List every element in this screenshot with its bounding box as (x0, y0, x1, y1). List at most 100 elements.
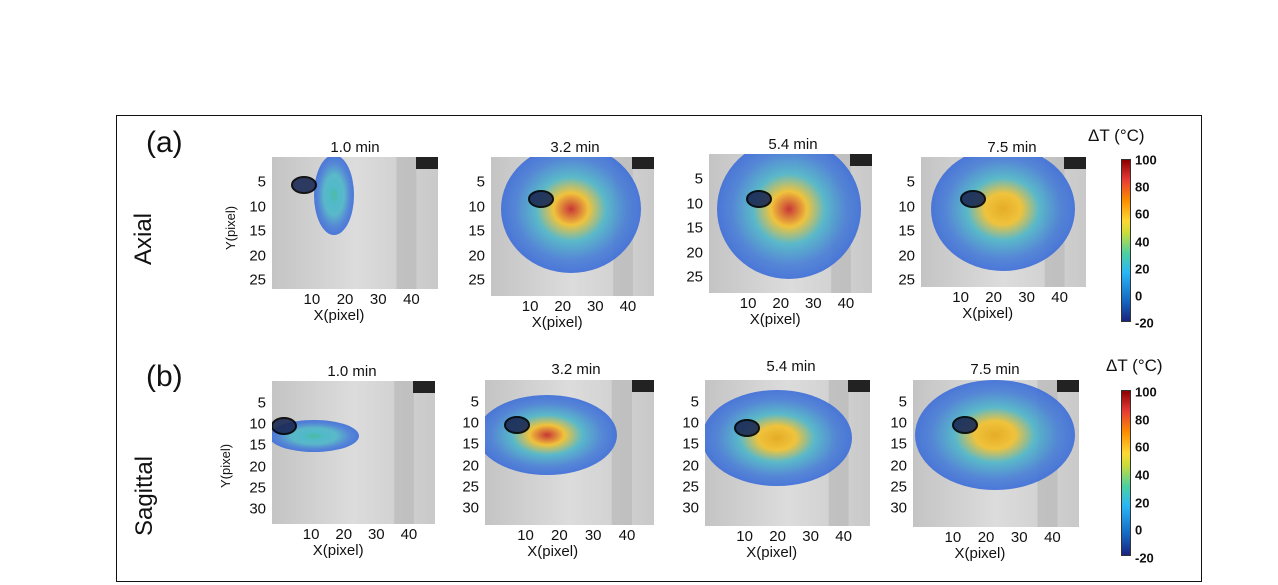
axial-title-2: 3.2 min (550, 139, 600, 156)
sagittal-title-3: 5.4 min (766, 358, 816, 375)
sagittal-title-1: 1.0 min (327, 363, 377, 380)
sagittal-ylabel: Y(pixel) (218, 443, 233, 488)
axial-xtick: 30 (369, 291, 387, 308)
colorbar-sagittal-tick: 100 (1135, 384, 1157, 400)
sagittal-xtick: 40 (618, 527, 636, 544)
sagittal-ytick: 20 (682, 457, 699, 475)
colorbar-axial (1121, 159, 1131, 322)
sagittal-ytick: 10 (462, 414, 479, 432)
axial-panel-2 (491, 157, 654, 296)
sagittal-xtick: 10 (736, 528, 753, 545)
colorbar-sagittal-tick: -20 (1135, 550, 1154, 566)
sagittal-xtick: 30 (1010, 529, 1028, 546)
sagittal-xlabel-2: X(pixel) (527, 543, 579, 560)
sagittal-xtick: 20 (977, 529, 995, 546)
sagittal-ytick: 25 (890, 478, 907, 496)
axial-heatmap-2 (491, 157, 654, 296)
sagittal-xtick: 30 (802, 528, 819, 545)
sagittal-ytick: 5 (898, 393, 907, 411)
sagittal-xlabel-4: X(pixel) (954, 545, 1006, 562)
colorbar-sagittal-tick: 20 (1135, 495, 1150, 511)
panel-label-a: (a) (146, 126, 183, 159)
axial-xlabel-1: X(pixel) (313, 307, 365, 324)
sagittal-xlabel-1: X(pixel) (312, 542, 364, 559)
colorbar-axial-tick: -20 (1135, 315, 1154, 331)
sagittal-ytick: 30 (462, 499, 479, 517)
axial-xtick: 10 (303, 291, 321, 308)
sagittal-xlabel-3: X(pixel) (746, 544, 798, 561)
sagittal-ytick: 5 (690, 393, 699, 411)
sagittal-xtick: 10 (517, 527, 534, 544)
axial-heatmap-1 (272, 157, 438, 289)
sagittal-ytick: 15 (249, 436, 266, 454)
sagittal-xtick: 40 (400, 526, 418, 543)
sagittal-title-2: 3.2 min (551, 361, 601, 378)
axial-ytick: 20 (686, 244, 703, 261)
sagittal-xtick: 30 (584, 527, 602, 544)
sagittal-ytick: 15 (682, 435, 699, 453)
axial-xtick: 20 (336, 291, 354, 308)
sagittal-panel-2 (485, 380, 654, 525)
sagittal-xtick: 30 (367, 526, 385, 543)
axial-xtick: 10 (521, 298, 539, 315)
sagittal-ytick: 30 (890, 499, 907, 517)
sagittal-ytick: 5 (257, 394, 266, 412)
axial-ytick: 15 (898, 222, 915, 240)
sagittal-heatmap-2 (485, 380, 654, 525)
sagittal-ytick: 5 (470, 393, 479, 411)
axial-ytick: 25 (249, 271, 266, 289)
axial-xtick: 30 (804, 295, 822, 312)
axial-ytick: 15 (249, 222, 266, 240)
colorbar-title-sagittal: ΔT (°C) (1106, 356, 1163, 375)
axial-xtick: 20 (772, 295, 790, 312)
colorbar-axial-tick: 60 (1135, 206, 1150, 222)
axial-ytick: 20 (898, 247, 915, 264)
sagittal-xtick: 10 (944, 529, 962, 546)
axial-ytick: 25 (468, 271, 485, 289)
sagittal-panel-3 (705, 380, 870, 526)
axial-panel-4 (921, 157, 1086, 287)
figure-frame (116, 115, 1202, 582)
axial-ytick: 10 (686, 195, 703, 212)
axial-xtick: 40 (837, 295, 855, 312)
axial-xtick: 40 (619, 298, 637, 315)
axial-ytick: 20 (249, 247, 266, 264)
sagittal-ytick: 10 (249, 415, 266, 433)
axial-ytick: 25 (898, 271, 915, 289)
sagittal-ytick: 20 (249, 458, 266, 476)
sagittal-ytick: 10 (682, 414, 699, 432)
sagittal-row-label: Sagittal (131, 455, 158, 537)
sagittal-xtick: 10 (302, 526, 320, 543)
axial-row-label: Axial (130, 212, 157, 266)
sagittal-panel-4 (913, 380, 1079, 527)
sagittal-ytick: 25 (462, 478, 479, 496)
axial-title-4: 7.5 min (987, 139, 1037, 156)
axial-ytick: 10 (898, 198, 915, 215)
axial-ytick: 10 (249, 198, 266, 215)
axial-ytick: 15 (686, 219, 703, 237)
axial-xtick: 20 (985, 289, 1002, 306)
colorbar-axial-tick: 20 (1135, 261, 1150, 277)
sagittal-heatmap-1 (272, 381, 435, 524)
sagittal-ytick: 30 (682, 499, 699, 517)
sagittal-ytick: 20 (462, 457, 479, 475)
sagittal-ytick: 15 (462, 435, 479, 453)
axial-ytick: 20 (468, 247, 485, 264)
axial-xlabel-3: X(pixel) (749, 311, 801, 328)
sagittal-xtick: 20 (335, 526, 353, 543)
axial-ytick: 15 (468, 222, 485, 240)
axial-xtick: 10 (952, 289, 969, 306)
sagittal-ytick: 30 (249, 500, 266, 518)
colorbar-axial-tick: 100 (1135, 152, 1157, 168)
colorbar-axial-tick: 80 (1135, 179, 1150, 195)
axial-ytick: 5 (694, 170, 703, 188)
sagittal-ytick: 25 (249, 479, 266, 497)
colorbar-title-axial: ΔT (°C) (1088, 126, 1145, 145)
sagittal-xtick: 40 (835, 528, 852, 545)
axial-xlabel-4: X(pixel) (962, 305, 1014, 322)
axial-heatmap-4 (921, 157, 1086, 287)
sagittal-ytick: 15 (890, 435, 907, 453)
axial-ytick: 5 (257, 173, 266, 191)
sagittal-heatmap-3 (705, 380, 870, 526)
axial-panel-3 (709, 154, 872, 293)
